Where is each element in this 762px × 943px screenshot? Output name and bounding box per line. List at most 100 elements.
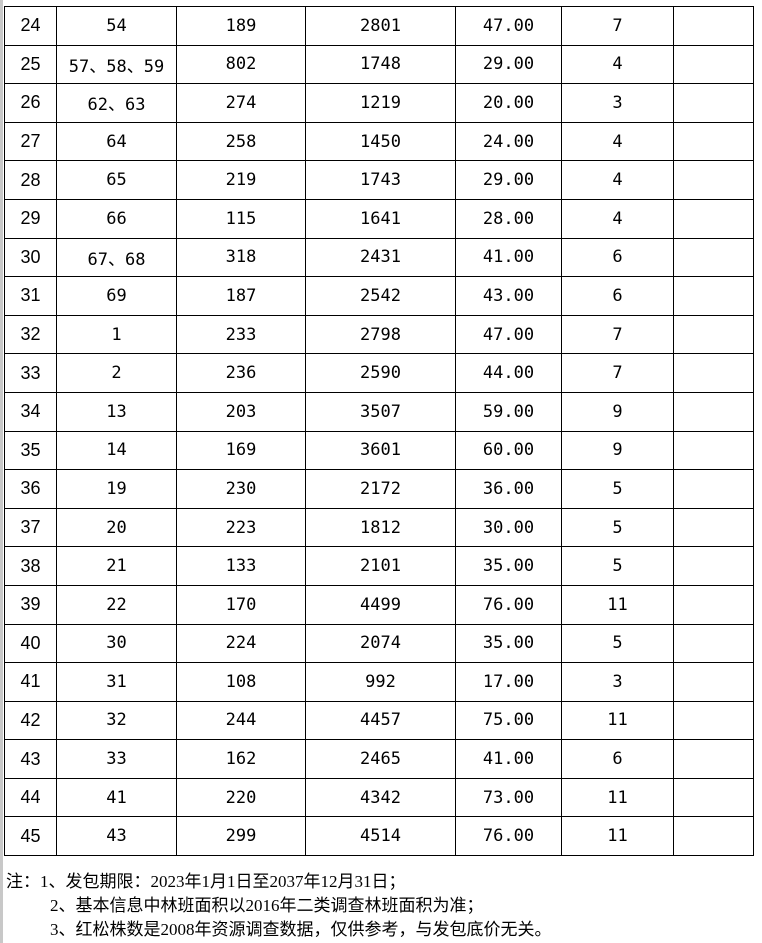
table-cell[interactable]: 1748: [305, 44, 456, 85]
table-cell[interactable]: 4: [561, 160, 674, 200]
table-cell[interactable]: 3601: [305, 430, 456, 471]
table-cell[interactable]: 41: [56, 777, 177, 818]
table-cell[interactable]: [673, 584, 754, 625]
table-cell[interactable]: [673, 391, 754, 432]
table-cell[interactable]: 21: [56, 546, 177, 586]
table-cell[interactable]: 29.00: [455, 160, 562, 200]
table-cell[interactable]: 31: [4, 276, 57, 316]
table-cell[interactable]: 4342: [305, 777, 456, 818]
table-cell[interactable]: 7: [561, 353, 674, 393]
table-cell[interactable]: 20: [56, 507, 177, 548]
table-cell[interactable]: [673, 121, 754, 162]
table-cell[interactable]: 2431: [305, 237, 456, 278]
table-cell[interactable]: 5: [561, 623, 674, 664]
table-cell[interactable]: 133: [176, 546, 306, 586]
table-cell[interactable]: 27: [4, 121, 57, 162]
table-cell[interactable]: 189: [176, 6, 306, 46]
table-cell[interactable]: [673, 353, 754, 393]
table-cell[interactable]: 19: [56, 469, 177, 509]
table-cell[interactable]: 162: [176, 739, 306, 779]
table-cell[interactable]: 169: [176, 430, 306, 471]
table-cell[interactable]: 76.00: [455, 816, 562, 857]
table-cell[interactable]: 60.00: [455, 430, 562, 471]
table-cell[interactable]: 41: [4, 662, 57, 702]
table-cell[interactable]: 13: [56, 391, 177, 432]
table-cell[interactable]: [673, 160, 754, 200]
table-cell[interactable]: 65: [56, 160, 177, 200]
table-cell[interactable]: 30: [4, 237, 57, 278]
table-cell[interactable]: 318: [176, 237, 306, 278]
table-cell[interactable]: 40: [4, 623, 57, 664]
table-cell[interactable]: 1641: [305, 198, 456, 239]
table-cell[interactable]: 11: [561, 816, 674, 857]
table-cell[interactable]: 24.00: [455, 121, 562, 162]
table-cell[interactable]: [673, 44, 754, 85]
table-cell[interactable]: 2590: [305, 353, 456, 393]
table-cell[interactable]: 59.00: [455, 391, 562, 432]
table-cell[interactable]: 2: [56, 353, 177, 393]
table-cell[interactable]: 73.00: [455, 777, 562, 818]
table-cell[interactable]: 44.00: [455, 353, 562, 393]
table-cell[interactable]: 220: [176, 777, 306, 818]
table-cell[interactable]: 2074: [305, 623, 456, 664]
table-cell[interactable]: 3507: [305, 391, 456, 432]
table-cell[interactable]: 230: [176, 469, 306, 509]
table-cell[interactable]: 1: [56, 314, 177, 355]
table-cell[interactable]: 258: [176, 121, 306, 162]
table-cell[interactable]: 992: [305, 662, 456, 702]
table-cell[interactable]: 41.00: [455, 237, 562, 278]
table-cell[interactable]: 299: [176, 816, 306, 857]
table-cell[interactable]: 35.00: [455, 546, 562, 586]
table-cell[interactable]: 2798: [305, 314, 456, 355]
table-cell[interactable]: 6: [561, 739, 674, 779]
table-cell[interactable]: 6: [561, 237, 674, 278]
table-cell[interactable]: 62、63: [56, 83, 177, 123]
table-cell[interactable]: 47.00: [455, 6, 562, 46]
table-cell[interactable]: 219: [176, 160, 306, 200]
table-cell[interactable]: 32: [56, 700, 177, 741]
table-cell[interactable]: 43: [4, 739, 57, 779]
table-cell[interactable]: 33: [56, 739, 177, 779]
table-cell[interactable]: 233: [176, 314, 306, 355]
table-cell[interactable]: 203: [176, 391, 306, 432]
table-cell[interactable]: 34: [4, 391, 57, 432]
table-cell[interactable]: 5: [561, 469, 674, 509]
table-cell[interactable]: 108: [176, 662, 306, 702]
table-cell[interactable]: 2542: [305, 276, 456, 316]
table-cell[interactable]: 33: [4, 353, 57, 393]
table-cell[interactable]: 28.00: [455, 198, 562, 239]
table-cell[interactable]: 187: [176, 276, 306, 316]
table-cell[interactable]: 38: [4, 546, 57, 586]
table-cell[interactable]: 30.00: [455, 507, 562, 548]
table-cell[interactable]: 224: [176, 623, 306, 664]
table-cell[interactable]: 1450: [305, 121, 456, 162]
table-cell[interactable]: 9: [561, 430, 674, 471]
table-cell[interactable]: 5: [561, 546, 674, 586]
table-cell[interactable]: 39: [4, 584, 57, 625]
table-cell[interactable]: [673, 507, 754, 548]
table-cell[interactable]: 1219: [305, 83, 456, 123]
table-cell[interactable]: [673, 83, 754, 123]
table-cell[interactable]: 7: [561, 314, 674, 355]
table-cell[interactable]: 43: [56, 816, 177, 857]
table-cell[interactable]: 14: [56, 430, 177, 471]
table-cell[interactable]: 43.00: [455, 276, 562, 316]
table-cell[interactable]: [673, 276, 754, 316]
table-cell[interactable]: 170: [176, 584, 306, 625]
table-cell[interactable]: 45: [4, 816, 57, 857]
table-cell[interactable]: 274: [176, 83, 306, 123]
table-cell[interactable]: 54: [56, 6, 177, 46]
table-cell[interactable]: 244: [176, 700, 306, 741]
table-cell[interactable]: 44: [4, 777, 57, 818]
table-cell[interactable]: 4499: [305, 584, 456, 625]
table-cell[interactable]: 36.00: [455, 469, 562, 509]
table-cell[interactable]: 30: [56, 623, 177, 664]
table-cell[interactable]: 11: [561, 584, 674, 625]
table-cell[interactable]: 3: [561, 662, 674, 702]
table-cell[interactable]: 2801: [305, 6, 456, 46]
table-cell[interactable]: [673, 198, 754, 239]
table-cell[interactable]: 36: [4, 469, 57, 509]
table-cell[interactable]: 236: [176, 353, 306, 393]
table-cell[interactable]: 11: [561, 700, 674, 741]
table-cell[interactable]: 26: [4, 83, 57, 123]
